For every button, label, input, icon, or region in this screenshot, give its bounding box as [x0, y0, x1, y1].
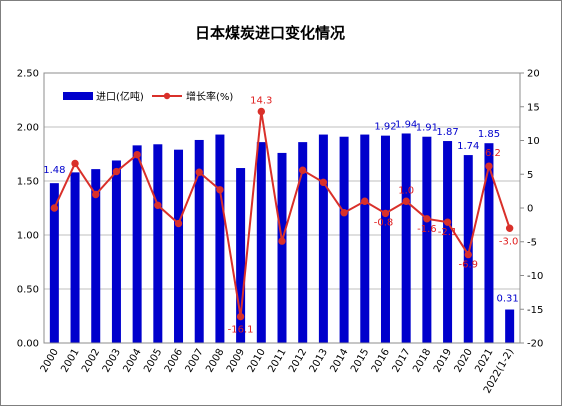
right-axis-tick-label: -10	[527, 271, 543, 282]
bar-data-label: 1.87	[436, 127, 458, 138]
line-data-label: -0.8	[374, 217, 394, 228]
bar-data-label: 0.31	[497, 294, 519, 305]
chart-title: 日本煤炭进口变化情况	[195, 24, 345, 42]
bar	[298, 142, 308, 343]
legend-line-marker	[163, 92, 171, 100]
left-axis-tick-label: 0.00	[17, 339, 39, 350]
bar	[236, 168, 246, 343]
bar-data-label: 1.85	[478, 129, 500, 140]
line-point	[340, 209, 348, 217]
bar	[505, 309, 515, 343]
bar	[339, 136, 349, 343]
bar	[91, 169, 101, 343]
left-axis-tick-label: 0.50	[17, 285, 39, 296]
line-point	[402, 197, 410, 205]
bar	[422, 136, 432, 343]
line-point	[236, 312, 245, 321]
line-point	[423, 215, 431, 223]
line-point	[112, 167, 121, 176]
line-data-label: 14.3	[250, 95, 272, 106]
bar	[194, 139, 204, 343]
line-point	[381, 209, 390, 218]
bar	[360, 134, 370, 343]
line-series	[50, 107, 514, 321]
bar-data-label: 1.91	[416, 123, 438, 134]
line-point	[443, 218, 452, 226]
bar	[132, 145, 142, 343]
bar	[484, 143, 494, 343]
line-point	[464, 250, 472, 259]
line-point	[216, 186, 224, 194]
bar	[318, 134, 328, 343]
line-point	[195, 168, 203, 176]
bar-series	[49, 133, 515, 343]
bar	[277, 152, 287, 343]
line-point	[278, 237, 286, 245]
line-data-label: -6.9	[459, 260, 479, 271]
data-labels: 1.48 1.921.941.911.87 1.741.85 0.31 -16.1 14.…	[43, 95, 519, 335]
line-data-label: 6.2	[485, 148, 501, 159]
line-point	[174, 219, 183, 228]
left-axis-tick-label: 1.00	[17, 231, 39, 242]
right-axis-tick-label: -5	[527, 237, 537, 248]
line-point	[361, 197, 369, 205]
bar	[174, 149, 184, 343]
right-axis-tick-label: 0	[527, 204, 533, 215]
line-data-label: 1.0	[398, 185, 414, 196]
bar	[215, 134, 225, 343]
line-data-label: -2.1	[438, 227, 458, 238]
right-axis-tick-label: 15	[527, 102, 540, 113]
line-point	[505, 224, 514, 232]
bar	[111, 160, 121, 343]
right-axis-tick-label: -15	[527, 305, 543, 316]
left-axis-tick-label: 1.50	[17, 177, 39, 188]
bar-data-label: 1.94	[395, 119, 417, 130]
left-axis-tick-label: 2.00	[17, 123, 39, 134]
bar	[49, 183, 59, 343]
line-point	[133, 150, 141, 159]
line-point	[92, 190, 100, 199]
bar	[380, 135, 390, 343]
bar	[70, 172, 80, 343]
bar-data-label: 1.74	[457, 141, 479, 152]
line-data-label: -3.0	[499, 236, 519, 247]
bar	[153, 144, 163, 343]
line-data-label: -1.6	[417, 224, 437, 235]
bar	[463, 155, 473, 343]
line-point	[319, 178, 328, 187]
bar	[443, 141, 453, 343]
legend: 进口(亿吨) 增长率(%)	[63, 90, 233, 103]
legend-bar-label: 进口(亿吨)	[96, 90, 144, 103]
line-point	[485, 162, 493, 170]
line-point	[154, 201, 162, 210]
right-axis-tick-label: 10	[527, 136, 540, 147]
left-axis-tick-label: 2.50	[17, 69, 39, 80]
line-point	[298, 166, 307, 174]
bar-data-label: 1.92	[374, 122, 396, 133]
line-point	[50, 204, 59, 212]
line-point	[71, 159, 79, 168]
right-axis-tick-label: -20	[527, 339, 543, 350]
line-data-label: -16.1	[228, 325, 254, 336]
legend-line-label: 增长率(%)	[186, 90, 233, 103]
bar	[256, 142, 266, 343]
line-point	[257, 107, 266, 116]
right-axis-tick-label: 20	[527, 69, 540, 80]
legend-bar-swatch	[63, 92, 93, 100]
bar	[401, 133, 411, 343]
right-axis-tick-label: 5	[527, 170, 533, 181]
bar-data-label: 1.48	[43, 165, 65, 176]
